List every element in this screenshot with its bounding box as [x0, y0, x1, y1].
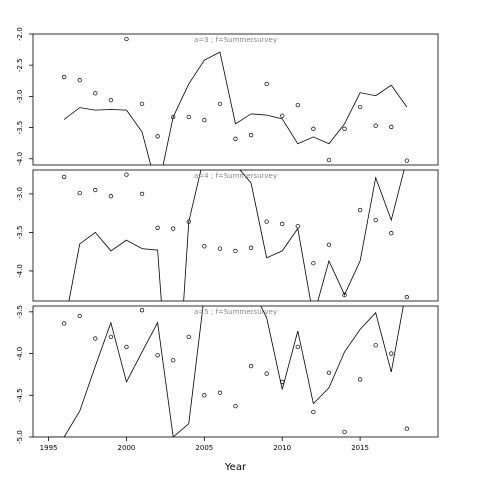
data-point [357, 104, 363, 110]
data-point [77, 78, 82, 83]
data-point [186, 114, 191, 120]
y-tick-label: -3.5 [16, 121, 24, 135]
data-point [280, 221, 285, 227]
data-point [373, 343, 378, 348]
data-point [108, 334, 114, 340]
data-line [48, 306, 404, 437]
data-line [68, 170, 405, 301]
y-tick-label: -3.5 [16, 305, 24, 319]
x-axis-label: Year [224, 462, 247, 473]
x-tick-label: 2015 [351, 444, 369, 452]
data-point [389, 351, 394, 356]
panel-frame [32, 169, 439, 302]
data-point [77, 190, 82, 196]
data-point [342, 292, 347, 297]
data-point [139, 308, 145, 313]
data-point [124, 344, 129, 350]
panel-frame [32, 305, 439, 438]
data-point [311, 261, 316, 266]
y-tick-label: -2.5 [16, 58, 24, 72]
data-point [233, 248, 238, 254]
data-point [373, 217, 378, 223]
data-point [171, 226, 176, 231]
data-point [62, 174, 67, 180]
data-point [186, 334, 191, 340]
data-point [93, 336, 98, 341]
x-tick-label: 2005 [195, 444, 213, 452]
data-point [389, 124, 394, 130]
data-point [108, 194, 114, 199]
data-point [155, 134, 160, 139]
data-point [280, 113, 285, 118]
data-point [93, 91, 98, 96]
y-tick-label: -4.0 [16, 152, 24, 166]
y-tick-label: -2.0 [16, 27, 24, 41]
data-point [311, 126, 316, 131]
x-tick-label: 2000 [118, 444, 136, 452]
data-point [139, 191, 145, 197]
data-point [404, 158, 409, 163]
data-point [217, 390, 223, 395]
data-point [233, 403, 238, 409]
data-point [404, 426, 409, 431]
panel-frame [32, 33, 439, 166]
data-line [63, 51, 408, 165]
data-point [326, 370, 332, 375]
data-point [248, 132, 254, 138]
plot-area [62, 170, 409, 301]
data-point [62, 74, 67, 80]
y-tick-label: -3.0 [16, 187, 24, 201]
data-point [202, 393, 207, 398]
data-point [342, 126, 347, 131]
data-point [248, 363, 254, 369]
panel-annotation: a=5 ; f=Summersurvey [194, 308, 277, 316]
data-point [342, 429, 347, 435]
data-point [77, 313, 82, 319]
data-point [295, 344, 300, 350]
x-tick-label: 2010 [273, 444, 291, 452]
panel-annotation: a=3 ; f=Summersurvey [194, 36, 277, 44]
x-tick-label: 1995 [40, 444, 58, 452]
data-point [62, 321, 67, 326]
y-tick-label: -4.0 [16, 264, 24, 278]
data-point [124, 36, 129, 42]
data-point [233, 136, 238, 141]
y-tick-label: -5.0 [16, 430, 24, 444]
data-point [155, 353, 160, 358]
data-point [124, 172, 129, 177]
data-point [155, 225, 160, 230]
data-point [217, 101, 223, 107]
data-point [93, 187, 98, 193]
data-point [217, 246, 223, 251]
data-point [295, 224, 300, 229]
data-point [357, 377, 363, 382]
data-point [326, 157, 332, 163]
y-tick-label: -4.0 [16, 347, 24, 361]
data-point [373, 123, 378, 128]
y-tick-label: -3.5 [16, 226, 24, 240]
data-point [357, 207, 363, 213]
data-point [248, 245, 254, 250]
data-point [202, 244, 207, 249]
data-point [139, 101, 145, 107]
data-point [171, 358, 176, 363]
data-point [404, 294, 409, 300]
y-tick-label: -3.0 [16, 90, 24, 104]
plot-area [62, 36, 409, 165]
y-tick-label: -4.5 [16, 388, 24, 402]
data-point [108, 97, 114, 103]
plot-area [48, 306, 409, 437]
data-point [264, 81, 269, 87]
data-point [264, 219, 269, 224]
data-point [389, 231, 394, 236]
data-point [202, 117, 207, 123]
data-point [264, 371, 269, 376]
panel-annotation: a=4 ; f=Summersurvey [194, 172, 277, 180]
data-point [326, 242, 332, 247]
data-point [295, 102, 300, 108]
data-point [311, 409, 316, 415]
